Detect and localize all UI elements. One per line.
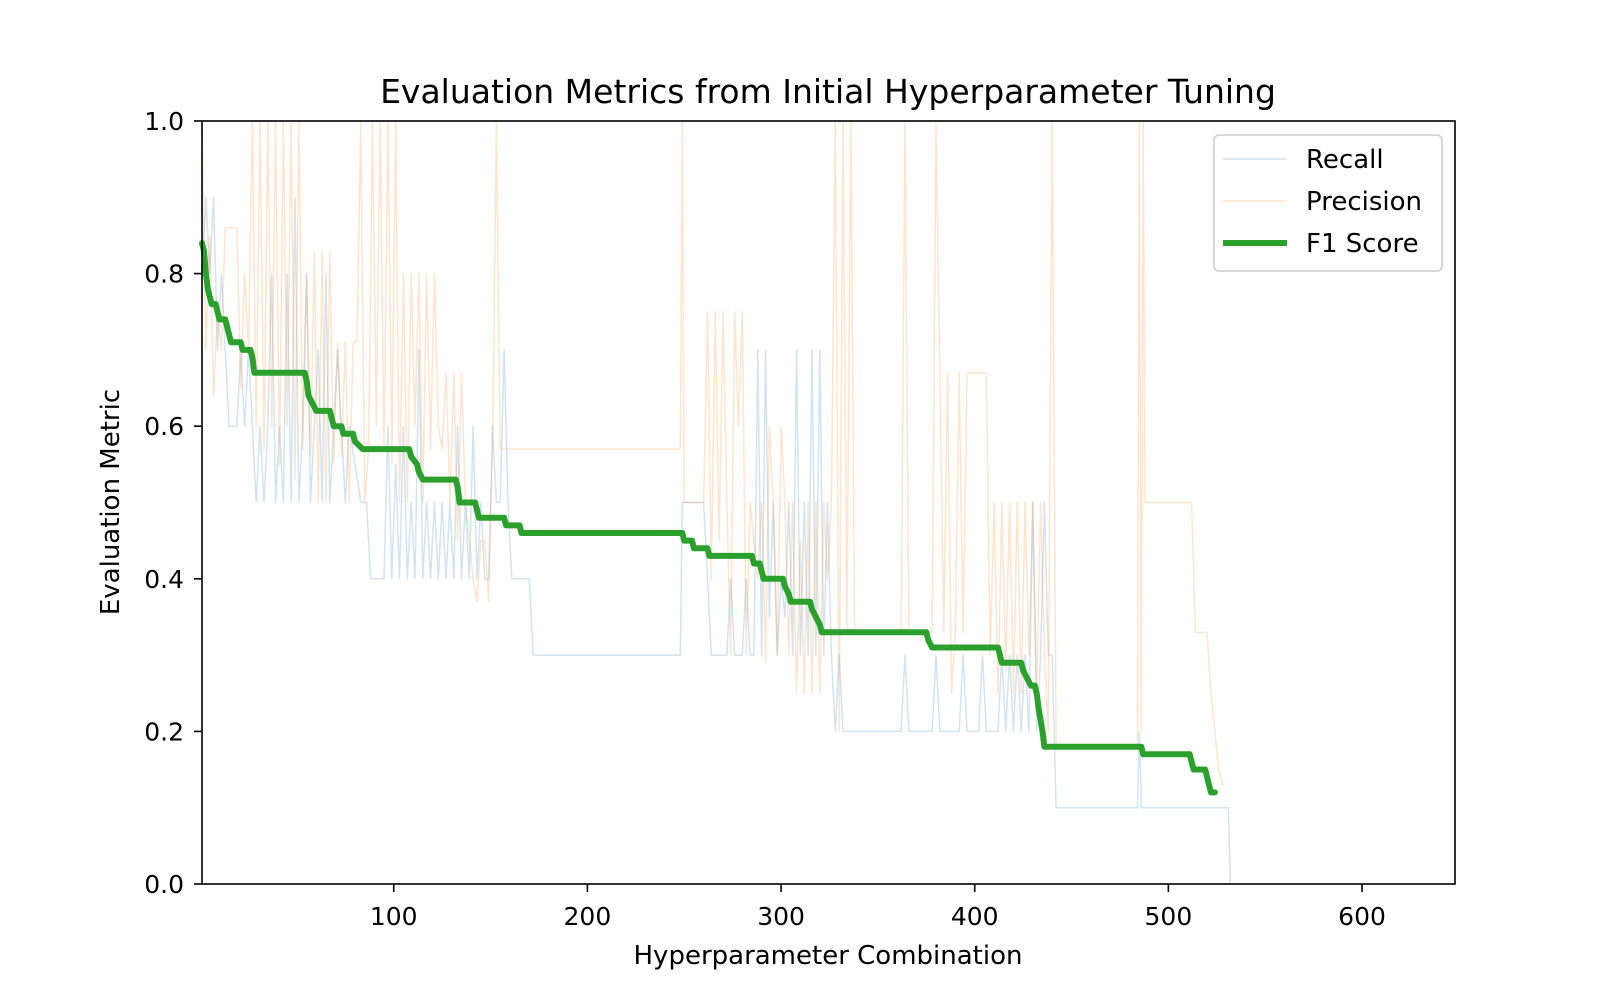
series-line-recall [201,196,1232,885]
axes-frame [201,120,1456,885]
series-line-f1 [199,240,1218,796]
x-tick-label: 600 [1338,902,1386,931]
y-tick-label: 0.0 [144,870,184,899]
legend-label-recall: Recall [1306,145,1384,175]
x-tick-label: 200 [564,902,612,931]
x-tick-label: 300 [757,902,805,931]
x-tick-label: 400 [951,902,999,931]
y-axis-ticks: 0.0 0.2 0.4 0.6 0.8 1.0 [144,107,202,899]
legend-frame [1213,134,1443,272]
plot-area [199,120,1456,885]
x-tick-label: 500 [1145,902,1193,931]
legend-label-f1-score: F1 Score [1306,229,1419,259]
x-tick-label: 100 [370,902,418,931]
y-tick-label: 1.0 [144,107,184,136]
y-tick-label: 0.6 [144,412,184,441]
x-axis-label: Hyperparameter Combination [634,941,1023,971]
y-tick-label: 0.4 [144,565,184,594]
series-layer [199,120,1232,885]
series-line-precision [201,120,1224,786]
x-axis-ticks: 100 200 300 400 500 600 [370,884,1386,931]
legend: Recall Precision F1 Score [1213,134,1443,272]
y-tick-label: 0.2 [144,717,184,746]
chart-title: Evaluation Metrics from Initial Hyperpar… [380,72,1276,111]
y-tick-label: 0.8 [144,260,184,289]
y-axis-label: Evaluation Metric [96,389,126,615]
legend-label-precision: Precision [1306,187,1422,217]
